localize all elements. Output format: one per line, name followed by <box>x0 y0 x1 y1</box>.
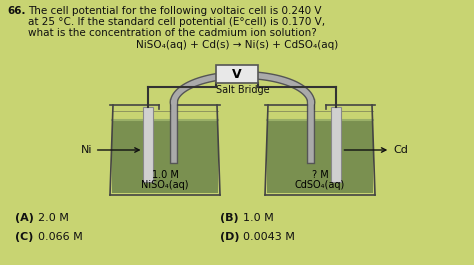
Text: what is the concentration of the cadmium ion solution?: what is the concentration of the cadmium… <box>28 28 317 38</box>
Text: at 25 °C. If the standard cell potential (E°cell) is 0.170 V,: at 25 °C. If the standard cell potential… <box>28 17 325 27</box>
Polygon shape <box>112 120 218 193</box>
Text: 66.: 66. <box>7 6 26 16</box>
Text: (B): (B) <box>220 213 238 223</box>
Text: Cd: Cd <box>344 145 408 155</box>
Text: NiSO₄(aq) + Cd(s) → Ni(s) + CdSO₄(aq): NiSO₄(aq) + Cd(s) → Ni(s) + CdSO₄(aq) <box>136 40 338 50</box>
Text: (A): (A) <box>15 213 34 223</box>
Text: V: V <box>232 68 242 81</box>
Bar <box>144 107 154 182</box>
Text: 1.0 M: 1.0 M <box>152 170 178 180</box>
Text: 0.0043 M: 0.0043 M <box>243 232 295 242</box>
Text: Ni: Ni <box>81 145 139 155</box>
Text: CdSO₄(aq): CdSO₄(aq) <box>295 180 345 190</box>
Bar <box>331 107 341 182</box>
Text: The cell potential for the following voltaic cell is 0.240 V: The cell potential for the following vol… <box>28 6 321 16</box>
Text: 1.0 M: 1.0 M <box>243 213 274 223</box>
Polygon shape <box>267 120 373 193</box>
Text: ? M: ? M <box>311 170 328 180</box>
Text: 0.066 M: 0.066 M <box>38 232 83 242</box>
Text: NiSO₄(aq): NiSO₄(aq) <box>141 180 189 190</box>
Text: (C): (C) <box>15 232 33 242</box>
Text: Salt Bridge: Salt Bridge <box>216 85 269 95</box>
Text: (D): (D) <box>220 232 239 242</box>
Text: 2.0 M: 2.0 M <box>38 213 69 223</box>
FancyBboxPatch shape <box>216 65 258 83</box>
